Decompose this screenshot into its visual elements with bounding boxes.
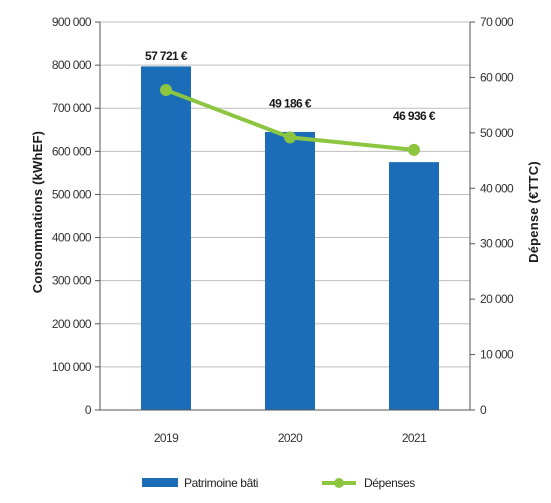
x-tick-label-2019: 2019 (154, 431, 179, 445)
data-label-2021: 46 936 € (393, 109, 436, 123)
left-tick-label: 500 000 (52, 187, 92, 201)
left-tick-label: 400 000 (52, 231, 92, 245)
bar-series (141, 66, 439, 410)
right-tick-label: 10 000 (480, 348, 514, 362)
left-tick-label: 100 000 (52, 360, 92, 374)
data-label-2020: 49 186 € (269, 96, 312, 110)
legend: Patrimoine bâti Dépenses (142, 476, 416, 490)
y2-axis-title: Dépense (€TTC) (526, 161, 541, 263)
line-point-2020 (284, 131, 296, 144)
right-tick-label: 60 000 (480, 70, 514, 84)
left-tick-label: 700 000 (52, 101, 92, 115)
right-tick-label: 20 000 (480, 292, 514, 306)
right-tick-labels: 0 10 000 20 000 30 000 40 000 50 000 60 000 70 … (470, 15, 515, 417)
left-tick-label: 900 000 (52, 15, 92, 29)
right-tick-label: 0 (480, 403, 487, 417)
line-series (160, 84, 420, 156)
left-tick-label: 200 000 (52, 317, 92, 331)
right-tick-label: 70 000 (480, 15, 514, 29)
line-data-labels: 57 721 € 49 186 € 46 936 € (145, 49, 436, 123)
left-tick-label: 800 000 (52, 58, 92, 72)
bar-2020 (265, 131, 315, 410)
legend-line-label: Dépenses (364, 476, 415, 490)
legend-bar-swatch (142, 478, 178, 487)
bar-2019 (141, 66, 191, 410)
x-tick-label-2021: 2021 (402, 431, 427, 445)
right-tick-label: 50 000 (480, 126, 514, 140)
x-tick-labels: 2019 2020 2021 (154, 431, 428, 445)
left-tick-labels: 0 100 000 200 000 300 000 400 000 500 000 600 … (52, 15, 100, 417)
right-tick-label: 40 000 (480, 181, 514, 195)
axes (99, 22, 471, 411)
legend-bar-label: Patrimoine bâti (184, 476, 258, 490)
x-tick-label-2020: 2020 (278, 431, 303, 445)
legend-line-marker (334, 478, 344, 488)
right-tick-label: 30 000 (480, 237, 514, 251)
data-label-2019: 57 721 € (145, 49, 188, 63)
left-tick-label: 600 000 (52, 144, 92, 158)
left-tick-label: 300 000 (52, 274, 92, 288)
line-point-2019 (160, 84, 172, 97)
y-axis-title: Consommations (kWhEF) (30, 131, 45, 293)
bar-2021 (389, 162, 439, 410)
line-point-2021 (408, 143, 420, 156)
left-tick-label: 0 (85, 403, 92, 417)
